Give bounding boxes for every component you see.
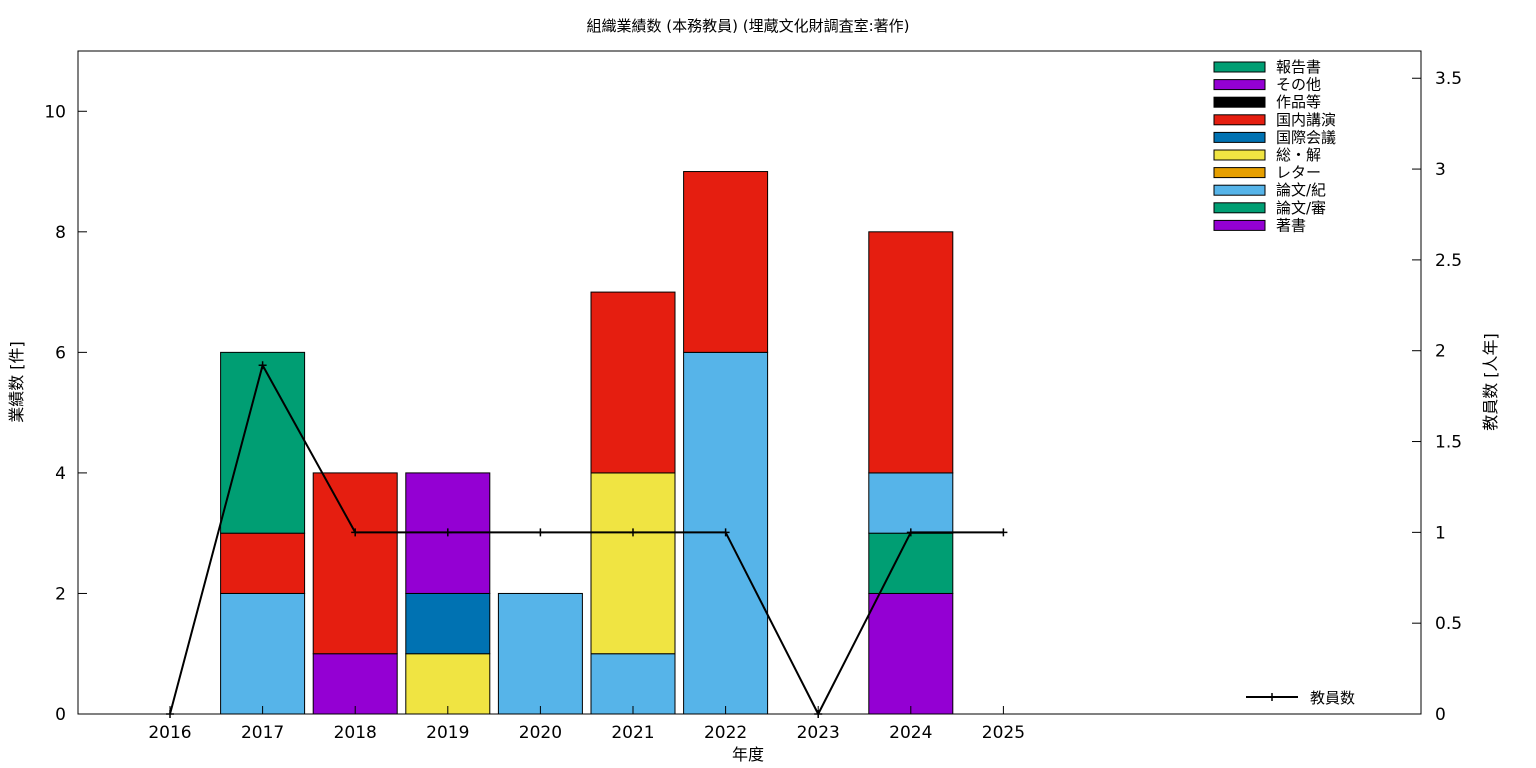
legend-swatch [1213, 202, 1266, 214]
line-point-2022 [721, 528, 730, 537]
y2-tick-label: 2 [1435, 342, 1446, 362]
bar-2019-5 [405, 592, 491, 655]
bars-layer [220, 171, 954, 715]
bar-2018-0 [312, 653, 398, 715]
bar-2017-9 [220, 351, 306, 534]
legend-swatch [1213, 114, 1266, 126]
bar-2017-6 [220, 532, 306, 594]
y2-axis: 0 0.5 1 1.5 2 2.5 3 3.5 [1412, 69, 1462, 725]
y2-tick-label: 1.5 [1435, 433, 1462, 453]
x-axis-label: 年度 [732, 745, 764, 764]
bar-2020-2 [497, 592, 583, 715]
bar-2021-4 [590, 472, 676, 655]
line-point-2017 [258, 361, 267, 370]
x-tick-label: 2025 [982, 723, 1025, 743]
line-legend-marker [1268, 693, 1276, 701]
line-point-2020 [536, 528, 545, 537]
legend-swatch [1213, 167, 1266, 179]
x-tick-label: 2021 [611, 723, 654, 743]
line-legend-label: 教員数 [1310, 689, 1355, 707]
bar-2021-6 [590, 291, 676, 474]
y-axis: 0 2 4 6 8 10 [44, 102, 87, 725]
line-point-2018 [351, 528, 360, 537]
y2-tick-label: 1 [1435, 523, 1446, 543]
legend-label: 国内講演 [1276, 111, 1336, 129]
bar-2021-2 [590, 653, 676, 715]
legend-label: 作品等 [1276, 93, 1321, 111]
x-tick-label: 2022 [704, 723, 747, 743]
bar-2022-6 [683, 171, 769, 353]
legend-label: レター [1276, 164, 1321, 182]
y2-axis-label: 教員数 [人年] [1481, 333, 1500, 431]
legend-swatch [1213, 61, 1266, 73]
bar-2019-4 [405, 653, 491, 715]
legend-label: 著書 [1276, 216, 1306, 234]
legend-label: 報告書 [1276, 58, 1321, 76]
x-axis: 2016 2017 2018 2019 2020 2021 2022 2023 2024 2025 [148, 706, 1025, 743]
y-tick-label: 0 [55, 705, 66, 725]
y2-tick-label: 0 [1435, 705, 1446, 725]
y2-tick-label: 0.5 [1435, 614, 1462, 634]
x-tick-label: 2019 [426, 723, 469, 743]
line-point-2025 [999, 528, 1008, 537]
bar-2024-1 [868, 532, 954, 594]
line-point-2019 [443, 528, 452, 537]
bar-2017-2 [220, 592, 306, 715]
x-tick-label: 2016 [148, 723, 191, 743]
legend-label: 論文/審 [1276, 199, 1326, 217]
legend-label: 総・解 [1276, 146, 1321, 164]
plot-frame [77, 50, 1422, 715]
bar-2024-6 [868, 231, 954, 474]
y-tick-label: 2 [55, 584, 66, 604]
bar-2024-0 [868, 592, 954, 715]
x-tick-label: 2020 [519, 723, 562, 743]
y-axis-label: 業績数 [件] [7, 341, 26, 423]
y2-tick-label: 3.5 [1435, 69, 1462, 89]
x-tick-label: 2018 [334, 723, 377, 743]
line-faculty-count [169, 362, 1004, 717]
bar-2018-6 [312, 472, 398, 655]
chart-title: 組織業績数 (本務教員) (埋蔵文化財調査室:著作) [586, 17, 909, 35]
line-point-2024 [906, 528, 915, 537]
legend-swatch [1213, 149, 1266, 161]
x-tick-label: 2024 [889, 723, 932, 743]
bar-2024-2 [868, 472, 954, 534]
line-point-2021 [629, 528, 637, 537]
x-tick-label: 2023 [797, 723, 840, 743]
y-tick-label: 4 [55, 464, 66, 484]
y-tick-label: 6 [55, 343, 66, 363]
legend-swatch [1213, 219, 1266, 231]
x-tick-label: 2017 [241, 723, 284, 743]
y-tick-label: 10 [44, 102, 66, 122]
legend-swatch [1213, 96, 1266, 108]
legend-swatch [1213, 184, 1266, 196]
y2-tick-label: 2.5 [1435, 251, 1462, 271]
legend-swatch [1213, 131, 1266, 143]
y-tick-label: 8 [55, 223, 66, 243]
legend-label: その他 [1276, 76, 1321, 94]
line-legend: 教員数 [1246, 689, 1355, 707]
legend-label: 論文/紀 [1276, 181, 1326, 199]
legend-swatch [1213, 79, 1266, 91]
y2-tick-label: 3 [1435, 160, 1446, 180]
legend-label: 国際会議 [1276, 128, 1336, 146]
